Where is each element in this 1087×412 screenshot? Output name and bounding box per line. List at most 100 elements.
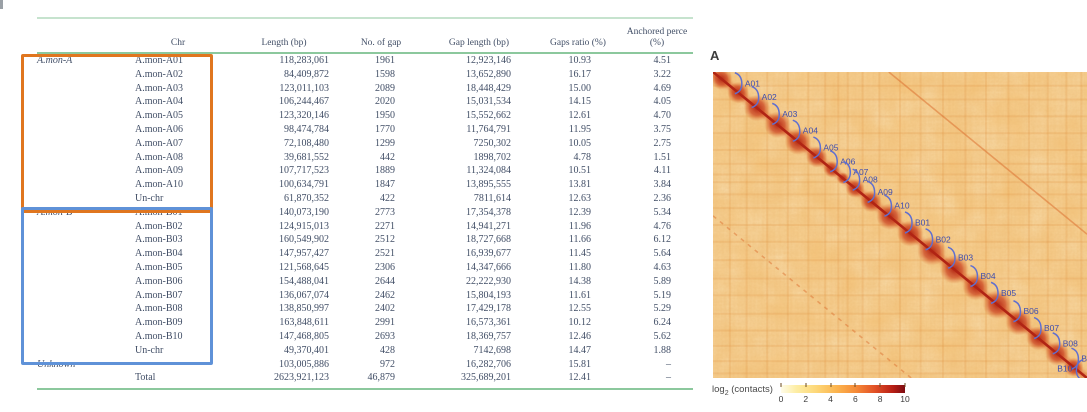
colorbar-tick (805, 383, 807, 387)
colorbar-scale: 0 2 4 6 8 10 (779, 383, 910, 409)
no-of-gap-cell: 442 (380, 151, 395, 163)
colorbar-tick (830, 383, 832, 387)
group-label-cell (37, 275, 127, 289)
length-cell: 147,468,805 (279, 330, 329, 342)
length-cell: 84,409,872 (284, 68, 329, 80)
table-row: A.mon-A03 123,011,103 2089 18,448,429 15.00 4… (37, 82, 693, 96)
no-of-gap-cell: 2991 (375, 317, 395, 329)
table-row: A.mon-A07 72,108,480 1299 7250,302 10.05 2.75 (37, 137, 693, 151)
group-label-cell (37, 330, 127, 344)
svg-text:B01: B01 (915, 218, 930, 228)
gaps-ratio-cell: 12.55 (568, 303, 592, 315)
gaps-ratio-cell: 11.95 (568, 123, 591, 135)
svg-text:A04: A04 (803, 126, 818, 136)
gaps-ratio-cell: 10.93 (568, 55, 592, 66)
anchored-cell: 2.75 (653, 137, 672, 149)
length-cell: 121,568,645 (279, 261, 329, 273)
table-row: A.mon-B08 138,850,997 2402 17,429,178 12.55 5… (37, 302, 693, 316)
table-rule-header (37, 52, 693, 54)
group-label-cell (37, 82, 127, 96)
chr-cell: A.mon-A02 (135, 68, 184, 80)
anchored-cell: 4.11 (653, 165, 671, 177)
chromosome-label-b04: B04 (970, 264, 996, 288)
anchored-cell: – (666, 358, 671, 370)
gaps-ratio-cell: 12.41 (568, 372, 592, 384)
group-label-cell: A.mon-B (37, 206, 73, 218)
group-label-cell (37, 316, 127, 330)
svg-text:B06: B06 (1023, 306, 1038, 316)
no-of-gap-cell: 2306 (375, 261, 395, 273)
gap-length-cell: 12,923,146 (466, 55, 511, 66)
no-of-gap-cell: 428 (380, 344, 395, 356)
no-of-gap-cell: 46,879 (367, 372, 396, 384)
no-of-gap-cell: 1770 (375, 123, 395, 135)
chromosome-label-a10: A10 (884, 194, 910, 217)
chr-cell: A.mon-B08 (135, 303, 183, 315)
length-cell: 107,717,523 (279, 165, 329, 177)
svg-text:B04: B04 (980, 271, 995, 281)
gaps-ratio-cell: 15.81 (568, 358, 592, 370)
no-of-gap-cell: 2462 (375, 289, 395, 301)
anchored-cell: 1.51 (653, 151, 672, 163)
chr-cell: Un-chr (135, 192, 164, 204)
group-label-cell (37, 302, 127, 316)
table-row: Unknown – 103,005,886 972 16,282,706 15.81 – (37, 358, 693, 372)
svg-text:A10: A10 (894, 201, 909, 211)
chromosome-label-a09: A09 (867, 180, 893, 204)
anchored-cell: 4.70 (653, 110, 672, 122)
homology-diagonal-lower (712, 215, 912, 379)
table-rule-top (37, 17, 693, 19)
anchored-cell: 3.75 (653, 123, 672, 135)
no-of-gap-cell: 1847 (375, 179, 395, 191)
gap-length-cell: 7811,614 (473, 192, 511, 204)
no-of-gap-cell: 2773 (375, 206, 395, 218)
group-label-cell: A.mon-A (37, 55, 73, 66)
gaps-ratio-cell: 11.96 (568, 220, 591, 232)
colorbar-tick-label: 8 (877, 394, 883, 404)
length-cell: 124,915,013 (279, 220, 329, 232)
anchored-cell: 4.76 (653, 220, 672, 232)
gap-length-cell: 1898,702 (473, 151, 512, 163)
chromosome-label-a06: A06 (829, 150, 856, 173)
length-cell: 72,108,480 (284, 137, 329, 149)
chr-cell: A.mon-B02 (135, 220, 183, 232)
gap-length-cell: 13,895,555 (466, 179, 511, 191)
chr-cell: Total (135, 372, 156, 384)
group-label-cell (37, 68, 127, 82)
colorbar-tick (780, 383, 782, 387)
anchored-cell: 2.36 (653, 192, 672, 204)
colorbar-tick-label: 4 (828, 394, 833, 404)
gaps-ratio-cell: 13.81 (568, 179, 592, 191)
gaps-ratio-cell: 16.17 (568, 68, 592, 80)
chr-cell: Un-chr (135, 344, 164, 356)
anchored-cell: 4.51 (653, 55, 672, 66)
no-of-gap-cell: 2521 (375, 248, 395, 260)
colorbar-tick (854, 383, 856, 387)
hic-heatmap: A01 A02 A03 A04 A05 A06 A07 A08 A09 A10 B01 B02 B03 B… (710, 68, 1087, 382)
chromosome-label-b01: B01 (904, 211, 930, 234)
gap-length-cell: 13,652,890 (466, 68, 511, 80)
no-of-gap-cell: 2089 (375, 82, 395, 94)
gap-length-cell: 11,764,791 (466, 123, 511, 135)
length-cell: 49,370,401 (284, 344, 329, 356)
no-of-gap-cell: 2271 (375, 220, 395, 232)
length-cell: 140,073,190 (279, 206, 329, 218)
svg-text:A06: A06 (840, 156, 855, 166)
length-cell: 103,005,886 (279, 358, 329, 370)
anchored-cell: 5.29 (653, 303, 672, 315)
group-label-cell: Unknown (37, 358, 76, 370)
chromosome-label-a01: A01 (734, 72, 760, 95)
length-cell: 136,067,074 (279, 289, 329, 301)
table-row: A.mon-B07 136,067,074 2462 15,804,193 11.61 5… (37, 289, 693, 303)
homology-diagonal-upper (888, 71, 1087, 235)
chromosome-label-a04: A04 (792, 119, 818, 142)
table-row: A.mon-A09 107,717,523 1889 11,324,084 10.51 4… (37, 164, 693, 178)
anchored-cell: 4.05 (653, 96, 672, 108)
svg-text:B03: B03 (958, 253, 973, 263)
chr-cell: A.mon-A04 (135, 96, 184, 108)
svg-text:B10: B10 (1057, 363, 1072, 373)
group-label-cell (37, 123, 127, 137)
gap-length-cell: 14,941,271 (466, 220, 511, 232)
table-row: A.mon-A08 39,681,552 442 1898,702 4.78 1.51 (37, 151, 693, 165)
